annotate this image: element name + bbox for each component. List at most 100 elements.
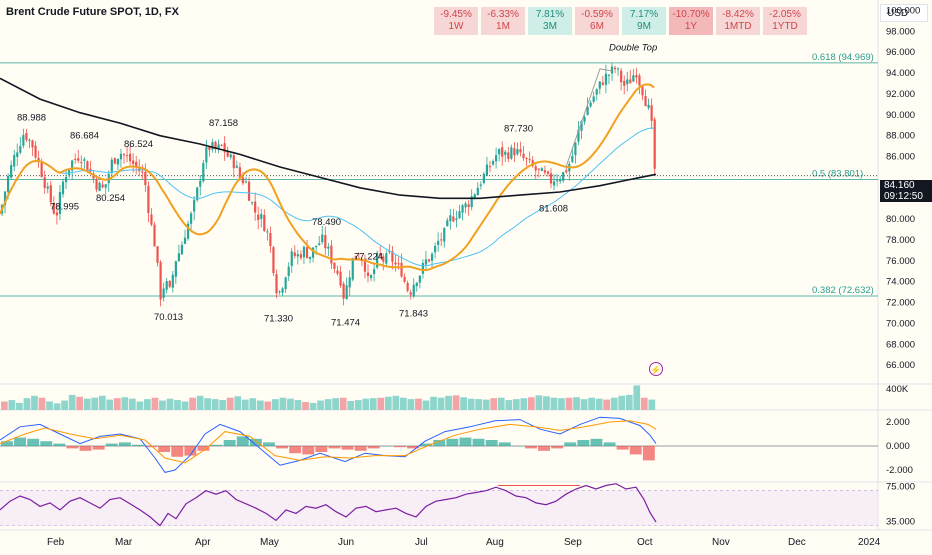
- swing-high-label: 86.524: [124, 139, 153, 150]
- macd-line: [0, 416, 657, 473]
- volume-bar: [347, 401, 355, 410]
- candle-body: [272, 247, 275, 274]
- candle-body: [190, 213, 193, 224]
- price-axis-tick: 96.000: [886, 47, 915, 58]
- candle-body: [406, 282, 409, 291]
- candle-body: [7, 175, 10, 192]
- candle-body: [366, 272, 370, 277]
- volume-bar: [490, 398, 498, 410]
- time-axis-label: Nov: [712, 537, 730, 548]
- macd-histogram-bar: [223, 440, 236, 446]
- candle-body: [632, 75, 635, 82]
- candle-body: [83, 159, 86, 161]
- volume-bar: [437, 397, 445, 410]
- time-axis-label: Aug: [486, 537, 504, 548]
- volume-bar: [174, 400, 181, 410]
- candle-body: [132, 160, 135, 165]
- swing-low-label: 78.995: [50, 201, 79, 212]
- perf-cell-1ytd: -2.05% 1YTD: [763, 7, 807, 35]
- perf-value: -2.05%: [769, 9, 801, 20]
- volume-bar: [159, 400, 166, 410]
- candle-body: [241, 177, 245, 184]
- volume-bar: [189, 397, 196, 410]
- candle-body: [22, 135, 25, 146]
- volume-bar: [520, 398, 528, 410]
- candle-body: [467, 204, 470, 208]
- time-axis-label: Mar: [115, 537, 133, 548]
- candle-body: [229, 154, 232, 158]
- ma-50-line: [0, 127, 655, 267]
- annotation-double-top: Double Top: [609, 42, 657, 53]
- candle-body: [574, 142, 577, 156]
- perf-period: 1MTD: [724, 21, 752, 32]
- candle-body: [318, 243, 321, 245]
- ma-200-line: [0, 77, 657, 200]
- macd-histogram-bar: [53, 443, 66, 446]
- candle-body: [540, 168, 543, 172]
- volume-bar: [46, 401, 53, 410]
- performance-bar: -9.45% 1W -6.33% 1M 7.81% 3M -0.59% 6M 7.17% 9M -1…: [434, 7, 807, 35]
- macd-histogram-bar: [276, 446, 288, 449]
- volume-bar: [512, 399, 520, 410]
- swing-low-label: 71.474: [331, 317, 360, 328]
- macd-histogram-bar: [564, 442, 577, 446]
- time-axis-label: Sep: [564, 537, 582, 548]
- volume-bar: [580, 399, 588, 410]
- volume-bar: [633, 385, 641, 410]
- candle-body: [617, 68, 620, 70]
- volume-bar: [475, 399, 483, 410]
- volume-bar: [16, 402, 23, 410]
- candle-body: [577, 129, 580, 142]
- candle-body: [382, 256, 385, 262]
- candle-body: [183, 237, 187, 244]
- volume-bar: [128, 398, 136, 410]
- macd-histogram-bar: [171, 446, 184, 457]
- fib-level-label: 0.5 (83.801): [812, 168, 863, 179]
- volume-bar: [113, 398, 121, 410]
- volume-bar: [23, 398, 31, 410]
- macd-histogram-bar: [118, 442, 131, 446]
- volume-bar: [339, 397, 347, 410]
- candle-body: [129, 153, 132, 162]
- volume-bar: [603, 399, 611, 410]
- candle-body: [400, 262, 403, 277]
- volume-bar: [106, 399, 114, 410]
- candle-body: [43, 177, 46, 188]
- candle-body: [559, 179, 562, 182]
- candle-body: [604, 73, 607, 85]
- lightning-icon[interactable]: ⚡: [649, 362, 663, 376]
- volume-bar: [121, 397, 129, 410]
- candle-body: [440, 239, 443, 241]
- macd-histogram-bar: [459, 437, 472, 446]
- macd-histogram-bar: [132, 444, 144, 446]
- candle-body: [638, 75, 641, 86]
- candle-body: [549, 173, 553, 184]
- candle-body: [196, 187, 199, 201]
- swing-low-label: 81.608: [539, 203, 568, 214]
- candle-body: [171, 274, 174, 288]
- candle-body: [122, 154, 126, 156]
- macd-histogram-bar: [249, 438, 262, 446]
- swing-high-label: 86.684: [70, 131, 99, 142]
- volume-axis-tick: 400K: [886, 384, 909, 395]
- candle-body: [321, 234, 324, 243]
- candle-body: [345, 285, 348, 299]
- volume-bar: [640, 397, 648, 410]
- candle-body: [95, 179, 98, 190]
- macd-histogram-bar: [420, 443, 433, 446]
- candle-body: [403, 276, 406, 282]
- candle-body: [412, 284, 415, 297]
- volume-bar: [249, 398, 257, 410]
- candle-body: [373, 269, 376, 275]
- currency-selector[interactable]: USD: [880, 4, 928, 22]
- candle-body: [168, 280, 171, 287]
- candle-body: [443, 228, 446, 242]
- price-axis-tick: 72.000: [886, 298, 915, 309]
- candle-body: [598, 81, 601, 89]
- perf-cell-6m: -0.59% 6M: [575, 7, 619, 35]
- candle-body: [226, 150, 229, 157]
- candle-body: [595, 89, 598, 95]
- perf-cell-1w: -9.45% 1W: [434, 7, 478, 35]
- candle-body: [437, 240, 440, 245]
